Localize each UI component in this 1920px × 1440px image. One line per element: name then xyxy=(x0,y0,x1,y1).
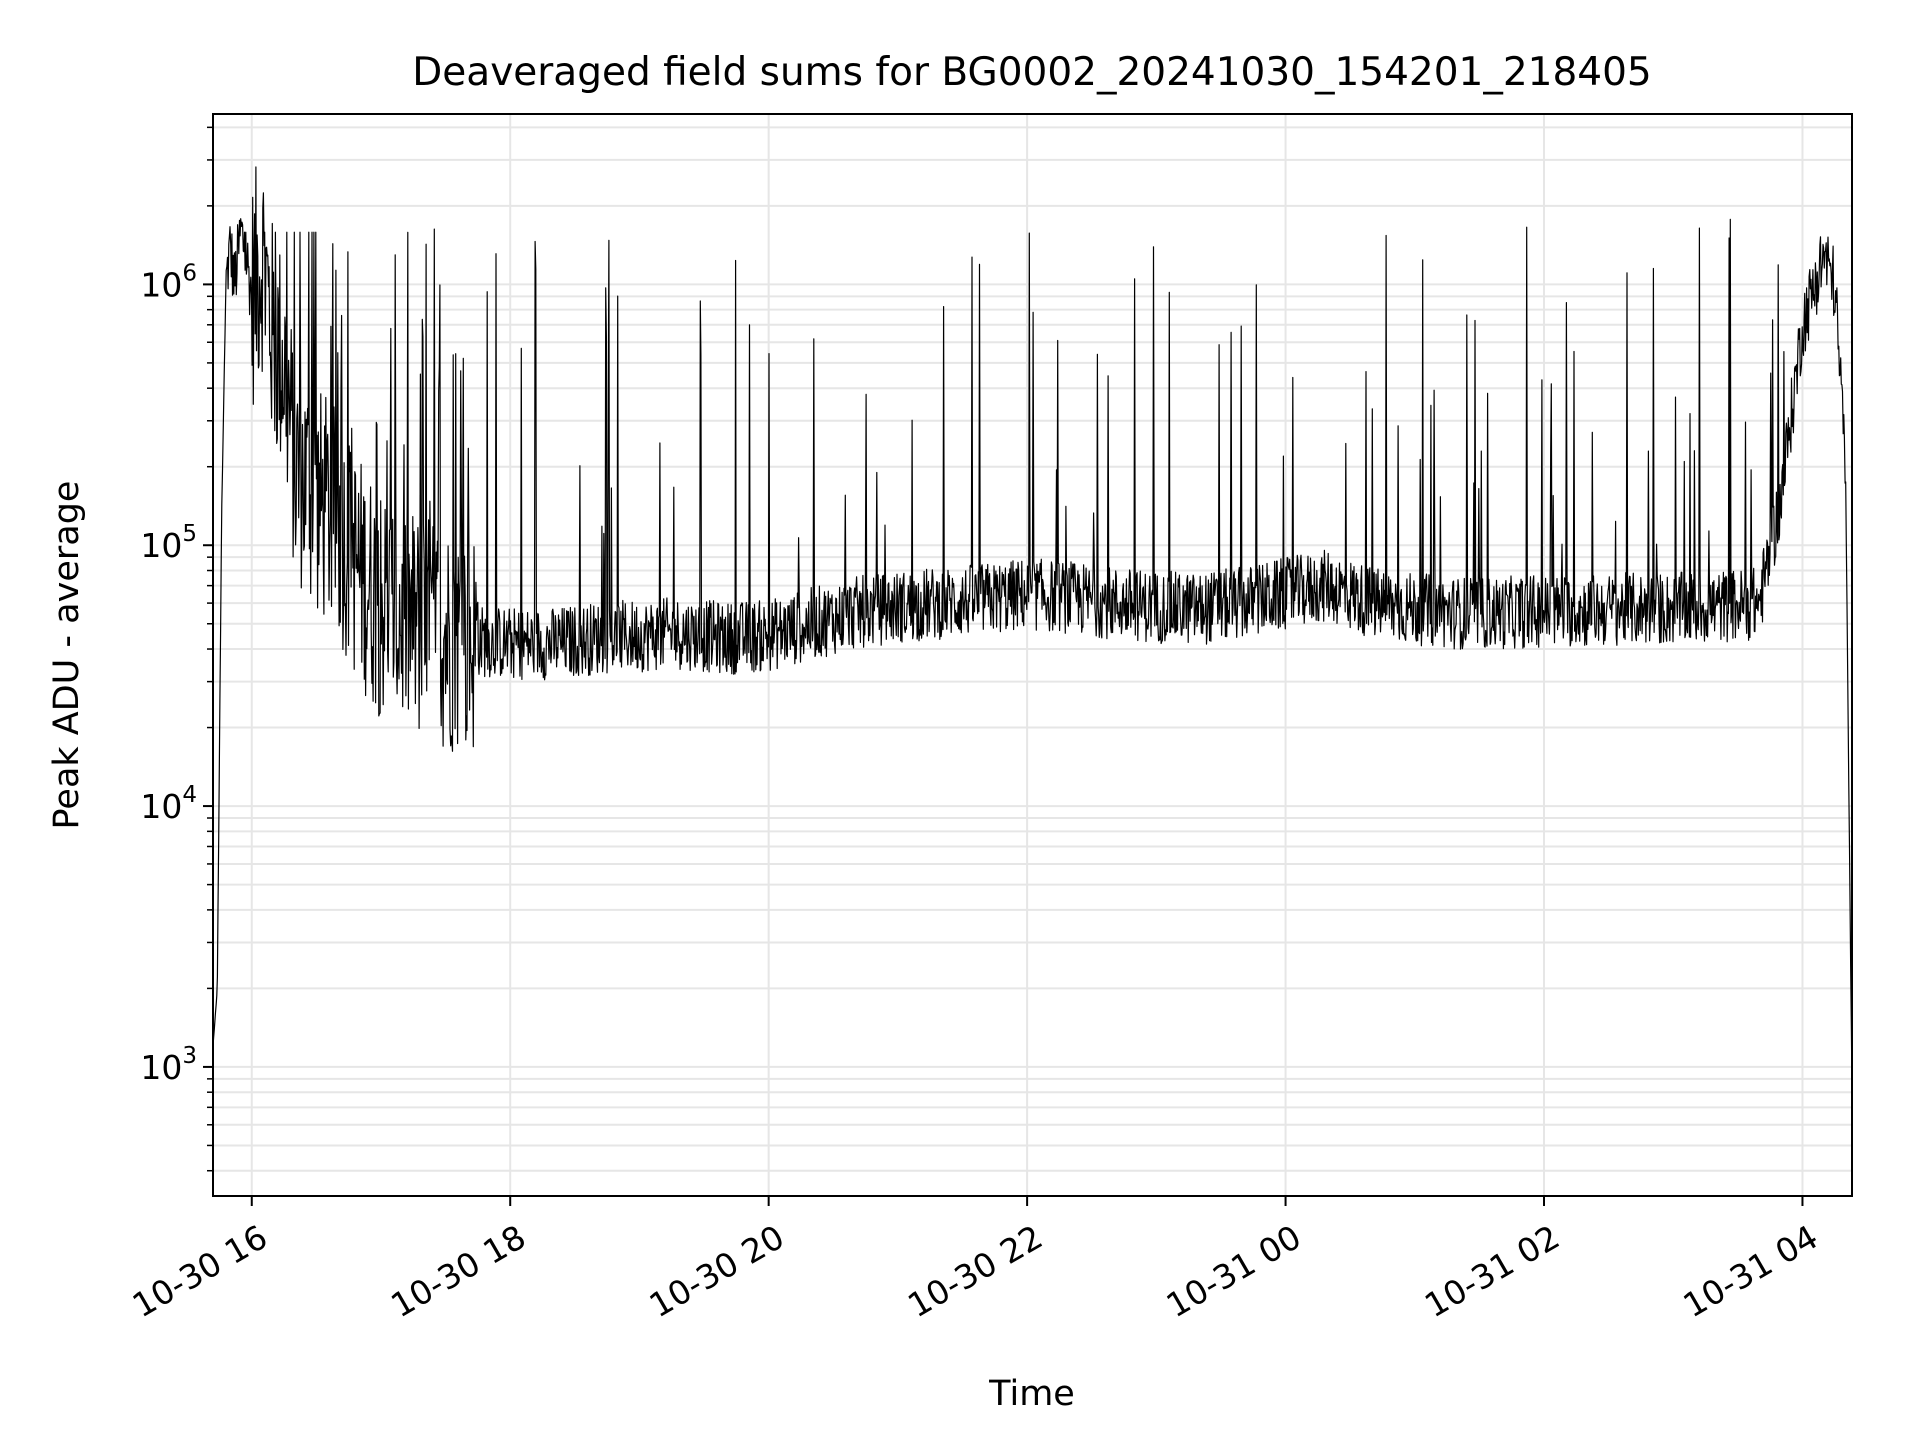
series-line xyxy=(212,166,1853,1093)
plot-area xyxy=(212,113,1853,1197)
y-axis-label: Peak ADU - average xyxy=(47,481,87,830)
y-tick-label: 103 xyxy=(140,1043,197,1087)
plot-frame xyxy=(212,113,1853,1197)
y-tick-exponent: 3 xyxy=(182,1043,197,1069)
y-tick-exponent: 5 xyxy=(182,521,197,547)
x-axis-label: Time xyxy=(988,1374,1075,1414)
y-tick-exponent: 6 xyxy=(182,260,197,286)
chart-title: Deaveraged field sums for BG0002_2024103… xyxy=(412,50,1651,95)
series-layer xyxy=(212,166,1853,1093)
y-tick-exponent: 4 xyxy=(182,782,197,808)
